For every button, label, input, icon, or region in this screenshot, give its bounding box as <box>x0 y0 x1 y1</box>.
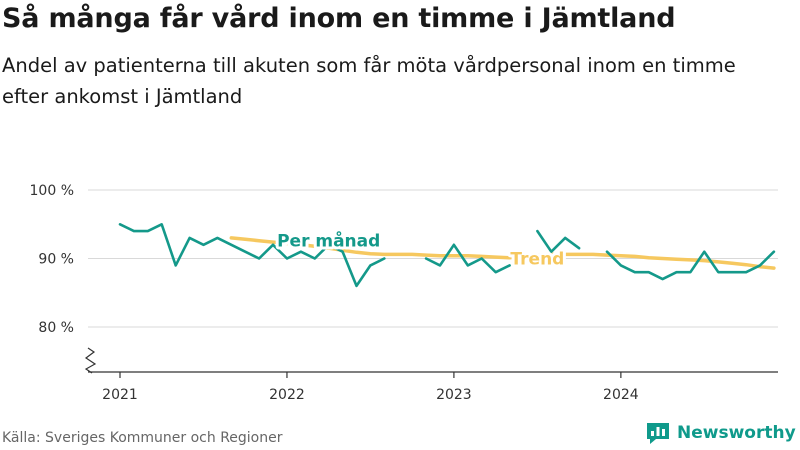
monthly-line <box>605 250 776 281</box>
monthly-line <box>536 229 581 253</box>
newsworthy-logo: Newsworthy <box>645 421 796 445</box>
source-note: Källa: Sveriges Kommuner och Regioner <box>2 430 283 446</box>
y-tick-label: 90 % <box>38 252 74 268</box>
monthly-line <box>118 223 386 288</box>
x-tick-label: 2022 <box>269 387 305 403</box>
monthly-line <box>424 243 511 274</box>
series-label-halo: Trend <box>510 250 564 270</box>
bar-chart-logo-icon <box>647 423 669 444</box>
chart-subtitle: Andel av patienterna till akuten som får… <box>2 54 736 108</box>
x-tick-label: 2021 <box>102 387 138 403</box>
x-tick-label: 2023 <box>436 387 472 403</box>
axis-break-icon <box>84 347 97 374</box>
series-label-halo: Per månad <box>277 230 380 252</box>
brand-name: Newsworthy <box>677 423 796 443</box>
series-label-trend: Trend <box>510 250 564 270</box>
y-tick-label: 80 % <box>38 320 74 336</box>
trend-line <box>229 236 776 270</box>
y-tick-label: 100 % <box>30 183 74 199</box>
chart-title: Så många får vård inom en timme i Jämtla… <box>2 3 676 34</box>
x-tick-label: 2024 <box>603 387 639 403</box>
series-label-monthly: Per månad <box>277 230 380 252</box>
